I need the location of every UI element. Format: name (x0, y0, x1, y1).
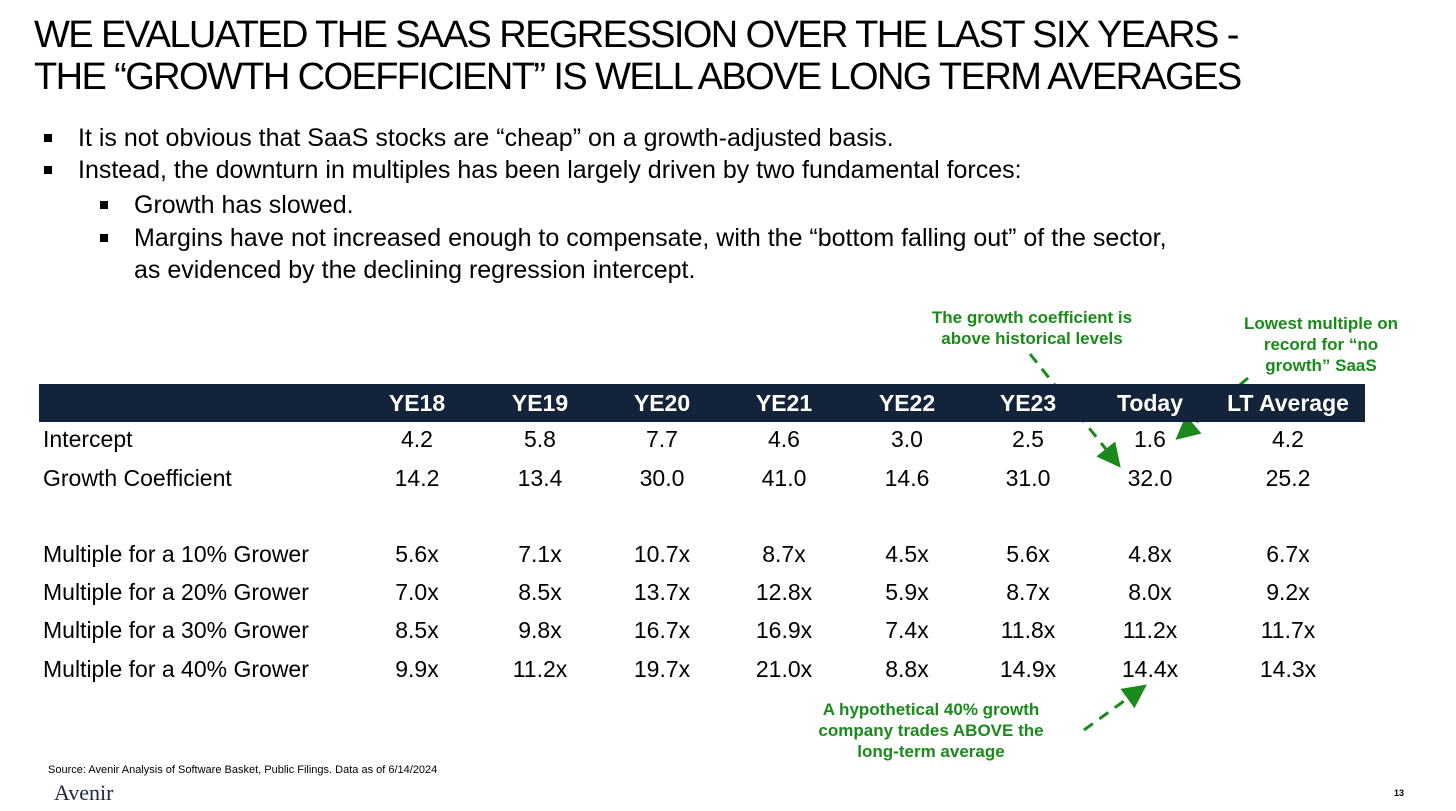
page-title: WE EVALUATED THE SAAS REGRESSION OVER TH… (34, 14, 1434, 98)
table-cell: 5.8 (524, 426, 556, 452)
table-cell: 31.0 (1005, 465, 1051, 491)
table-cell: 5.9x (885, 579, 929, 605)
table-cell: 9.8x (518, 617, 562, 643)
table-cell: 25.2 (1265, 465, 1311, 491)
row-label: Intercept (43, 426, 133, 452)
callout-hypothetical-40: A hypothetical 40% growth company trades… (818, 700, 1044, 761)
row-label: Multiple for a 20% Grower (43, 579, 309, 605)
table-cell: 32.0 (1127, 465, 1173, 491)
table-cell: 19.7x (633, 656, 691, 682)
table-cell: 7.1x (518, 541, 562, 567)
table-cell: 9.2x (1266, 579, 1310, 605)
table-cell: 14.9x (999, 656, 1057, 682)
row-label: Growth Coefficient (43, 465, 232, 491)
table-cell: 8.7x (1006, 579, 1050, 605)
column-header: YE20 (633, 390, 691, 416)
table-cell: 14.4x (1121, 656, 1179, 682)
bullet-marker (100, 234, 108, 242)
avenir-logo: Avenir (54, 780, 114, 805)
row-label: Multiple for a 10% Grower (43, 541, 309, 567)
title-line-2: THE “GROWTH COEFFICIENT” IS WELL ABOVE L… (34, 56, 1242, 98)
table-cell: 6.7x (1266, 541, 1310, 567)
table-cell: 4.8x (1128, 541, 1172, 567)
arrow-hypothetical (1083, 684, 1147, 732)
table-cell: 8.7x (762, 541, 806, 567)
table-cell: 11.2x (512, 656, 568, 682)
callout-growth-coefficient: The growth coefficient is above historic… (931, 308, 1133, 348)
table-cell: 1.6 (1134, 426, 1166, 452)
column-header: YE21 (755, 390, 813, 416)
bullet-marker (44, 166, 52, 174)
table-cell: 11.7x (1260, 617, 1316, 643)
bullet-item: Instead, the downturn in multiples has b… (44, 156, 1022, 185)
table-cell: 5.6x (395, 541, 439, 567)
table-cell: 16.9x (755, 617, 813, 643)
arrow-growth-coefficient (1028, 353, 1121, 468)
sub-bullet-item: Growth has slowed. (100, 191, 354, 220)
table-cell: 30.0 (639, 465, 685, 491)
row-label: Multiple for a 40% Grower (43, 656, 309, 682)
table-cell: 5.6x (1006, 541, 1050, 567)
bullet-marker (100, 201, 108, 209)
table-cell: 7.7 (646, 426, 678, 452)
column-header: YE19 (511, 390, 569, 416)
table-cell: 11.2x (1122, 617, 1178, 643)
table-cell: 4.2 (1272, 426, 1304, 452)
page-number: 13 (1394, 788, 1405, 798)
column-header: YE18 (388, 390, 446, 416)
column-header: YE23 (999, 390, 1057, 416)
table-cell: 14.2 (394, 465, 440, 491)
bullet-marker (44, 134, 52, 142)
table-cell: 13.7x (633, 579, 691, 605)
table-cell: 10.7x (633, 541, 691, 567)
table-cell: 4.5x (885, 541, 929, 567)
table-cell: 2.5 (1012, 426, 1044, 452)
table-cell: 11.8x (1000, 617, 1056, 643)
table-cell: 8.5x (518, 579, 562, 605)
table-header-bar (39, 384, 1365, 422)
bullet-item: It is not obvious that SaaS stocks are “… (44, 124, 894, 153)
table-cell: 7.0x (395, 579, 439, 605)
table-cell: 4.6 (768, 426, 800, 452)
table-cell: 7.4x (885, 617, 929, 643)
table-cell: 14.3x (1259, 656, 1317, 682)
row-label: Multiple for a 30% Grower (43, 617, 309, 643)
column-header: YE22 (878, 390, 936, 416)
table-cell: 8.8x (885, 656, 929, 682)
table-cell: 8.0x (1128, 579, 1172, 605)
source-note: Source: Avenir Analysis of Software Bask… (48, 764, 438, 776)
column-header: Today (1116, 390, 1184, 416)
table-cell: 8.5x (395, 617, 439, 643)
table-cell: 9.9x (395, 656, 439, 682)
callout-lowest-multiple: Lowest multiple on record for “no growth… (1244, 314, 1398, 375)
column-header: LT Average (1227, 390, 1349, 416)
title-line-1: WE EVALUATED THE SAAS REGRESSION OVER TH… (34, 14, 1239, 56)
table-cell: 16.7x (633, 617, 691, 643)
table-cell: 4.2 (401, 426, 433, 452)
table-cell: 3.0 (891, 426, 923, 452)
table-cell: 12.8x (755, 579, 813, 605)
table-cell: 41.0 (761, 465, 807, 491)
sub-bullet-continuation: as evidenced by the declining regression… (134, 256, 696, 284)
sub-bullet-item: Margins have not increased enough to com… (100, 224, 1167, 253)
table-cell: 13.4 (517, 465, 563, 491)
table-cell: 14.6 (884, 465, 930, 491)
table-cell: 21.0x (755, 656, 813, 682)
